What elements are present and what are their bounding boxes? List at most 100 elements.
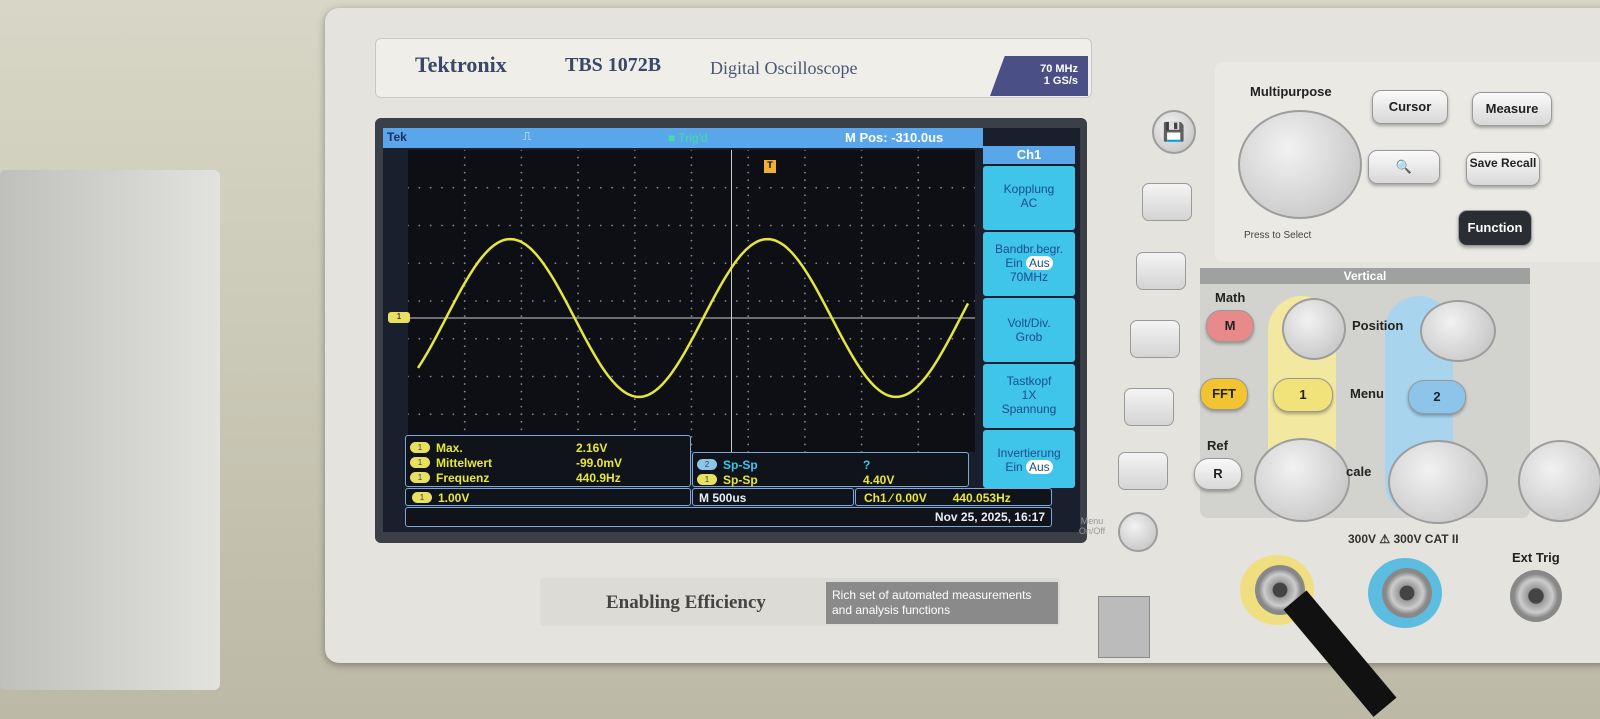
grid-dot: [463, 352, 466, 355]
grid-dot: [860, 269, 863, 272]
grid-dot: [860, 224, 863, 227]
grid-dot: [860, 254, 863, 257]
grid-dot: [633, 217, 636, 219]
grid-dot: [577, 156, 579, 159]
grid-dot: [633, 224, 636, 227]
grid-dot: [520, 179, 523, 182]
menu-invert[interactable]: Invertierung Ein Aus: [983, 430, 1075, 488]
menu-option-button-5[interactable]: [1118, 452, 1168, 490]
grid-dot: [599, 337, 602, 340]
grid-dot: [758, 337, 761, 340]
grid-dot: [599, 262, 602, 265]
grid-dot: [577, 413, 579, 416]
ch1-menu-button[interactable]: 1: [1273, 378, 1333, 412]
ch2-scale-knob[interactable]: [1388, 440, 1488, 524]
menu-coupling[interactable]: Kopplung AC: [983, 166, 1075, 230]
grid-dot: [758, 262, 761, 265]
grid-dot: [928, 337, 931, 340]
grid-dot: [826, 186, 829, 189]
grid-dot: [872, 300, 874, 302]
save-recall-button[interactable]: Save Recall: [1466, 152, 1540, 186]
grid-dot: [577, 428, 579, 431]
measurement-row: 1 Sp-Sp 4.40V: [697, 471, 967, 489]
menu-option-button-1[interactable]: [1142, 183, 1192, 221]
ch1-position-knob[interactable]: [1282, 298, 1346, 360]
grid-dot: [520, 209, 523, 212]
grid-dot: [407, 413, 409, 416]
function-button[interactable]: Function: [1458, 210, 1532, 246]
grid-dot: [940, 375, 942, 378]
datetime-bar: Nov 25, 2025, 16:17: [405, 507, 1052, 527]
menu-bandwidth-limit[interactable]: Bandbr.begr. Ein Aus 70MHz: [983, 232, 1075, 296]
grid-dot: [974, 300, 976, 302]
math-button[interactable]: M: [1206, 310, 1254, 342]
grid-dot: [758, 224, 761, 227]
grid-dot: [577, 368, 579, 370]
grid-dot: [463, 171, 466, 174]
measure-button[interactable]: Measure: [1472, 92, 1552, 126]
grid-dot: [883, 413, 886, 416]
menu-value: Grob: [1015, 330, 1043, 344]
grid-dot: [679, 224, 682, 227]
grid-dot: [804, 179, 806, 182]
menu-volts-div[interactable]: Volt/Div. Grob: [983, 298, 1075, 362]
grid-dot: [554, 262, 557, 265]
ref-button[interactable]: R: [1194, 458, 1242, 490]
grid-dot: [475, 413, 477, 416]
grid-dot: [633, 149, 636, 151]
grid-dot: [509, 300, 511, 302]
grid-dot: [758, 375, 761, 378]
power-supply-unit: [0, 170, 220, 690]
grid-dot: [577, 383, 579, 385]
cursor-button[interactable]: Cursor: [1372, 90, 1448, 124]
grid-dot: [577, 209, 579, 212]
grid-dot: [724, 262, 727, 265]
menu-label: Volt/Div.: [1007, 316, 1051, 330]
grid-dot: [860, 390, 863, 393]
trigger-marker[interactable]: T: [764, 160, 776, 173]
ch2-menu-button[interactable]: 2: [1408, 380, 1466, 414]
grid-dot: [429, 300, 432, 302]
zoom-magnifier-button[interactable]: 🔍: [1368, 150, 1440, 184]
menu-option-button-4[interactable]: [1124, 388, 1174, 426]
ch1-scale-knob[interactable]: [1254, 438, 1350, 522]
grid-dot: [577, 398, 579, 401]
grid-dot: [940, 186, 942, 189]
ch2-position-knob[interactable]: [1420, 300, 1496, 362]
grid-dot: [951, 262, 954, 265]
grid-dot: [690, 368, 693, 370]
grid-dot: [679, 300, 682, 302]
ext-trig-bnc-connector[interactable]: [1510, 570, 1562, 622]
timebase: M 500us: [699, 491, 747, 505]
fft-button[interactable]: FFT: [1200, 378, 1248, 410]
grid-dot: [747, 164, 750, 166]
ch1-ground-marker[interactable]: 1: [388, 312, 410, 323]
grid-dot: [407, 186, 409, 189]
grid-dot: [804, 315, 806, 317]
ch2-bnc-connector[interactable]: [1382, 568, 1432, 618]
grid-dot: [645, 186, 648, 189]
grid-dot: [917, 368, 920, 370]
grid-dot: [633, 239, 636, 242]
menu-on-off-button[interactable]: [1118, 512, 1158, 552]
multipurpose-knob[interactable]: [1238, 110, 1362, 219]
menu-option-button-2[interactable]: [1136, 252, 1186, 290]
grid-dot: [917, 186, 920, 189]
grid-dot: [543, 186, 545, 189]
grid-dot: [917, 262, 920, 265]
grid-dot: [872, 375, 874, 378]
usb-port[interactable]: [1098, 596, 1150, 658]
horizontal-scale-knob[interactable]: [1518, 440, 1600, 522]
grid-dot: [463, 428, 466, 431]
menu-label: Bandbr.begr.: [994, 242, 1064, 256]
grid-dot: [826, 337, 829, 340]
measurement-value: 2.16V: [576, 441, 608, 455]
menu-option-button-3[interactable]: [1130, 320, 1180, 358]
grid-dot: [860, 149, 863, 151]
menu-probe[interactable]: Tastkopf 1X Spannung: [983, 364, 1075, 428]
grid-dot: [724, 224, 727, 227]
grid-dot: [633, 428, 636, 431]
save-icon-button[interactable]: 💾: [1152, 110, 1196, 154]
grid-dot: [475, 186, 477, 189]
grid-dot: [860, 285, 863, 287]
